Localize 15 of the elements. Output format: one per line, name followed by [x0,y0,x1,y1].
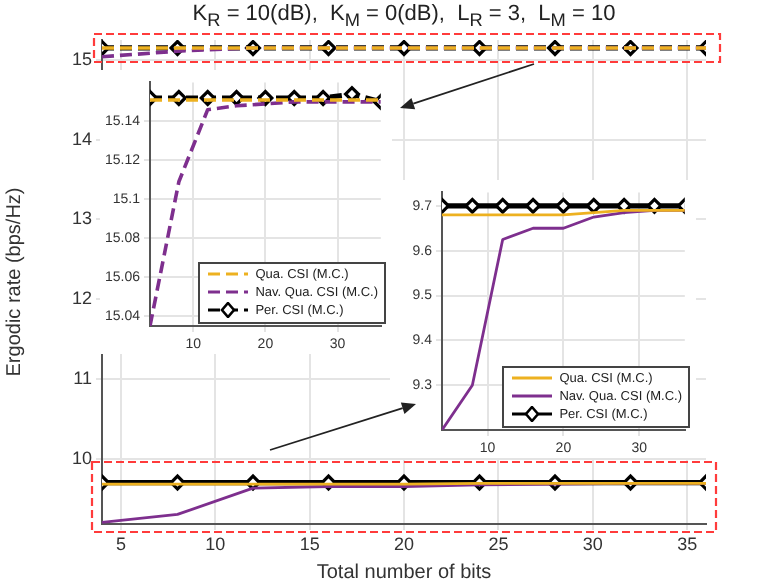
y-tick-label: 13 [71,208,92,229]
x-tick-label: 15 [299,533,320,554]
x-tick-label: 10 [205,533,226,554]
y-tick-label: 11 [73,367,92,388]
x-tick-label: 20 [393,533,415,554]
x-tick-label: 30 [582,533,603,554]
x-tick-label: 35 [677,533,698,554]
y-tick-label: 15 [71,48,92,69]
y-tick-label: 12 [71,288,92,309]
chart-title: K$_{R}$ = 10(dB), K$_{M}$ = 0(dB), L$_{R}$ = 3, L$_{M}$ = 10 [192,2,616,31]
y-tick-label: 14 [71,128,92,149]
x-tick-label: 5 [115,533,126,554]
x-tick-label: 25 [488,533,509,554]
y-axis-title: Ergodic rate (bps/Hz) [3,187,26,377]
x-axis-title: Total number of bits [316,561,492,584]
